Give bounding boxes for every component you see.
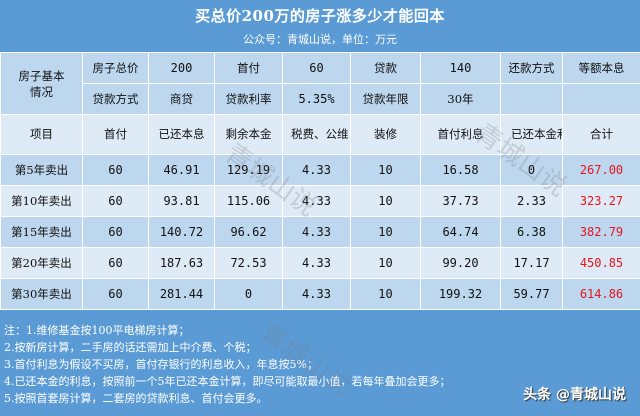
info-value-interest-rate: 5.35% xyxy=(282,83,351,115)
cell-dp-interest: 99.20 xyxy=(420,247,501,279)
cell-down-payment: 60 xyxy=(82,154,149,186)
cell-remaining: 115.06 xyxy=(214,185,283,217)
cell-remaining: 129.19 xyxy=(214,154,283,186)
cell-repaid: 281.44 xyxy=(148,278,215,310)
cell-renovation: 10 xyxy=(350,278,421,310)
cell-principal-interest: 6.38 xyxy=(500,216,563,248)
cell-total: 614.86 xyxy=(562,278,640,310)
col-header-repaid-principal-interest: 已还本息 xyxy=(148,114,215,155)
info-label-repayment-method: 还款方式 xyxy=(500,52,563,84)
cell-taxes: 4.33 xyxy=(282,154,351,186)
table-row: 第15年卖出 60 140.72 96.62 4.33 10 64.74 6.3… xyxy=(0,216,640,248)
cell-down-payment: 60 xyxy=(82,247,149,279)
cell-taxes: 4.33 xyxy=(282,185,351,217)
row-label: 第30年卖出 xyxy=(0,278,83,310)
col-header-repaid-principal-interest-loss: 已还本金利息 xyxy=(500,114,563,155)
col-header-renovation: 装修 xyxy=(350,114,421,155)
cell-repaid: 93.81 xyxy=(148,185,215,217)
note-line: 2.按新房计算，二手房的话还需加上中介费、个税； xyxy=(4,341,257,354)
col-header-down-payment: 首付 xyxy=(82,114,149,155)
cell-dp-interest: 199.32 xyxy=(420,278,501,310)
table-row: 第10年卖出 60 93.81 115.06 4.33 10 37.73 2.3… xyxy=(0,185,640,217)
cell-principal-interest: 17.17 xyxy=(500,247,563,279)
cell-dp-interest: 37.73 xyxy=(420,185,501,217)
info-empty-cell xyxy=(500,83,563,115)
column-header-row: 项目 首付 已还本息 剩余本金 税费、公维 装修 首付利息 已还本金利息 合计 xyxy=(0,114,640,155)
info-row-1: 房子基本情况 房子总价 200 首付 60 贷款 140 还款方式 等额本息 xyxy=(0,52,640,115)
note-line: 注：1.维修基金按100平电梯房计算； xyxy=(4,324,190,337)
info-label-loan-type: 贷款方式 xyxy=(82,83,149,115)
cell-repaid: 187.63 xyxy=(148,247,215,279)
house-cost-table: 房子基本情况 房子总价 200 首付 60 贷款 140 还款方式 等额本息 贷… xyxy=(0,52,640,310)
cell-taxes: 4.33 xyxy=(282,216,351,248)
cell-total: 382.79 xyxy=(562,216,640,248)
section-label: 房子基本情况 xyxy=(0,52,83,115)
info-label-interest-rate: 贷款利率 xyxy=(214,83,283,115)
info-label-down-payment: 首付 xyxy=(214,52,283,84)
cell-renovation: 10 xyxy=(350,185,421,217)
cell-taxes: 4.33 xyxy=(282,278,351,310)
table-row: 第30年卖出 60 281.44 0 4.33 10 199.32 59.77 … xyxy=(0,278,640,310)
cell-repaid: 46.91 xyxy=(148,154,215,186)
row-label: 第20年卖出 xyxy=(0,247,83,279)
table-row: 第20年卖出 60 187.63 72.53 4.33 10 99.20 17.… xyxy=(0,247,640,279)
row-label: 第10年卖出 xyxy=(0,185,83,217)
page-subtitle: 公众号：青城山说，单位：万元 xyxy=(243,33,397,46)
cell-total: 450.85 xyxy=(562,247,640,279)
cell-down-payment: 60 xyxy=(82,216,149,248)
col-header-remaining-principal: 剩余本金 xyxy=(214,114,283,155)
notes-section: 注：1.维修基金按100平电梯房计算； 2.按新房计算，二手房的话还需加上中介费… xyxy=(0,314,640,416)
brand-attribution: 头条 @青城山说 xyxy=(523,387,626,403)
cell-renovation: 10 xyxy=(350,247,421,279)
cell-remaining: 72.53 xyxy=(214,247,283,279)
note-line: 3.首付利息为假设不买房，首付存银行的利息收入，年息按5%； xyxy=(4,358,318,371)
info-value-down-payment: 60 xyxy=(282,52,351,84)
info-value-loan-term: 30年 xyxy=(420,83,501,115)
info-empty-cell xyxy=(562,83,640,115)
col-header-taxes-fees: 税费、公维 xyxy=(282,114,351,155)
col-header-total: 合计 xyxy=(562,114,640,155)
cell-principal-interest: 0 xyxy=(500,154,563,186)
cell-remaining: 96.62 xyxy=(214,216,283,248)
cell-dp-interest: 16.58 xyxy=(420,154,501,186)
info-value-loan-type: 商贷 xyxy=(148,83,215,115)
cell-total: 323.27 xyxy=(562,185,640,217)
cell-total: 267.00 xyxy=(562,154,640,186)
cell-down-payment: 60 xyxy=(82,278,149,310)
cell-renovation: 10 xyxy=(350,216,421,248)
table-row: 第5年卖出 60 46.91 129.19 4.33 10 16.58 0 26… xyxy=(0,154,640,186)
cell-dp-interest: 64.74 xyxy=(420,216,501,248)
cell-repaid: 140.72 xyxy=(148,216,215,248)
cell-taxes: 4.33 xyxy=(282,247,351,279)
row-label: 第5年卖出 xyxy=(0,154,83,186)
info-row-2: 贷款方式 商贷 贷款利率 5.35% 贷款年限 30年 xyxy=(1,83,640,115)
info-value-loan: 140 xyxy=(420,52,501,84)
note-line: 4.已还本金的利息，按照前一个5年已还本金计算，即尽可能取最小值，若每年叠加会更… xyxy=(4,375,451,388)
note-line: 5.按照首套房计算，二套房的贷款利息、首付会更多。 xyxy=(4,392,268,405)
row-label: 第15年卖出 xyxy=(0,216,83,248)
info-label-loan-term: 贷款年限 xyxy=(350,83,421,115)
info-label-loan: 贷款 xyxy=(350,52,421,84)
cell-principal-interest: 59.77 xyxy=(500,278,563,310)
col-header-down-payment-interest: 首付利息 xyxy=(420,114,501,155)
info-label-total-price: 房子总价 xyxy=(82,52,149,84)
cell-renovation: 10 xyxy=(350,154,421,186)
info-value-repayment-method: 等额本息 xyxy=(562,52,640,84)
col-header-item: 项目 xyxy=(0,114,83,155)
cell-down-payment: 60 xyxy=(82,185,149,217)
info-value-total-price: 200 xyxy=(148,52,215,84)
page-title: 买总价200万的房子涨多少才能回本 xyxy=(195,7,445,25)
cell-principal-interest: 2.33 xyxy=(500,185,563,217)
cell-remaining: 0 xyxy=(214,278,283,310)
title-band: 买总价200万的房子涨多少才能回本 公众号：青城山说，单位：万元 xyxy=(0,0,640,52)
